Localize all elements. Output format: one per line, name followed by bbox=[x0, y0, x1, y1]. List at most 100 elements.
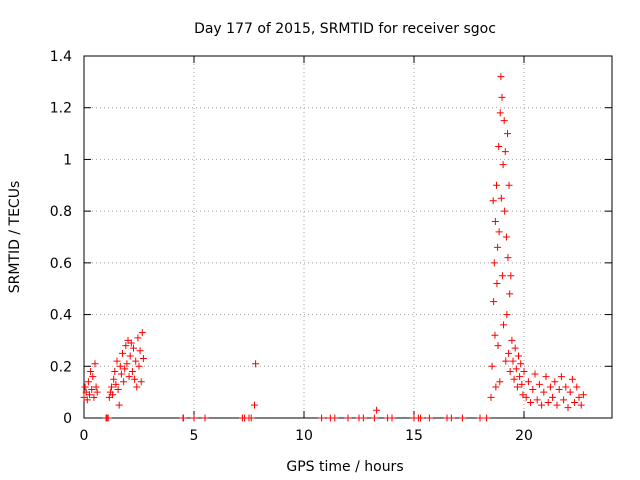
data-point bbox=[130, 344, 137, 352]
data-point bbox=[490, 298, 498, 306]
data-point bbox=[538, 401, 546, 409]
data-point bbox=[483, 414, 491, 422]
data-point bbox=[458, 414, 466, 422]
data-point bbox=[515, 352, 522, 360]
data-point bbox=[425, 414, 433, 422]
data-point bbox=[551, 378, 559, 386]
data-point bbox=[128, 367, 136, 375]
plot-frame bbox=[83, 55, 613, 419]
data-point bbox=[138, 329, 146, 337]
data-point bbox=[568, 375, 576, 383]
data-point bbox=[553, 401, 561, 409]
data-point bbox=[540, 388, 548, 396]
data-point bbox=[577, 401, 585, 409]
data-point bbox=[535, 380, 543, 388]
data-point bbox=[524, 378, 532, 386]
data-point bbox=[489, 197, 497, 205]
data-point bbox=[127, 339, 135, 347]
x-tick-label: 5 bbox=[190, 428, 199, 444]
data-point bbox=[447, 414, 455, 422]
data-point bbox=[331, 414, 339, 422]
data-point bbox=[501, 148, 509, 156]
data-point bbox=[496, 378, 504, 386]
data-point bbox=[500, 321, 508, 329]
data-point bbox=[498, 272, 506, 280]
y-tick-label: 0 bbox=[63, 411, 72, 427]
data-point bbox=[494, 243, 502, 251]
data-point bbox=[344, 414, 352, 422]
data-point bbox=[500, 117, 508, 125]
data-point bbox=[88, 386, 96, 394]
data-point bbox=[318, 414, 326, 422]
y-tick-label: 0.6 bbox=[50, 256, 72, 272]
data-point bbox=[562, 383, 570, 391]
data-point bbox=[518, 380, 526, 388]
y-tick-label: 0.8 bbox=[50, 204, 72, 220]
data-point bbox=[498, 93, 506, 101]
data-point bbox=[125, 373, 133, 381]
data-point bbox=[557, 373, 565, 381]
data-point bbox=[520, 367, 528, 375]
data-point bbox=[516, 373, 524, 381]
data-point bbox=[488, 362, 496, 370]
data-point bbox=[517, 360, 525, 368]
x-tick-label: 20 bbox=[515, 428, 533, 444]
data-point bbox=[497, 73, 505, 81]
data-point bbox=[502, 233, 510, 241]
data-point bbox=[511, 344, 519, 352]
data-point bbox=[503, 311, 511, 319]
data-point bbox=[90, 393, 98, 401]
data-point bbox=[575, 393, 583, 401]
data-point bbox=[91, 360, 99, 368]
data-point bbox=[546, 383, 554, 391]
data-point bbox=[549, 393, 557, 401]
y-tick-label: 1 bbox=[63, 152, 72, 168]
data-point bbox=[417, 414, 425, 422]
data-point bbox=[522, 393, 530, 401]
data-point bbox=[501, 207, 509, 215]
data-point bbox=[359, 414, 367, 422]
data-point bbox=[89, 373, 97, 381]
x-axis-label: GPS time / hours bbox=[286, 459, 403, 475]
data-point bbox=[132, 357, 140, 365]
data-point bbox=[493, 181, 500, 189]
data-point bbox=[201, 414, 209, 422]
data-point bbox=[512, 365, 520, 373]
data-point bbox=[571, 398, 579, 406]
data-point bbox=[111, 367, 119, 375]
y-tick-label: 1.2 bbox=[50, 101, 72, 117]
x-tick-label: 0 bbox=[80, 428, 89, 444]
data-point bbox=[579, 391, 587, 399]
data-point bbox=[110, 375, 118, 383]
data-point bbox=[87, 367, 95, 375]
axis-ticks bbox=[83, 55, 612, 419]
data-point bbox=[373, 406, 381, 414]
data-point bbox=[560, 396, 568, 404]
data-point bbox=[252, 360, 260, 368]
data-point bbox=[131, 375, 139, 383]
data-point bbox=[108, 383, 115, 391]
data-point bbox=[190, 414, 198, 422]
data-point bbox=[93, 388, 101, 396]
data-point bbox=[251, 401, 258, 409]
data-point bbox=[136, 347, 144, 355]
data-point bbox=[120, 378, 128, 386]
y-tick-labels: 0 0.2 0.4 0.6 0.8 1 1.2 1.4 bbox=[50, 49, 72, 427]
x-tick-labels: 0 5 10 15 20 bbox=[80, 428, 533, 444]
data-point bbox=[487, 393, 495, 401]
data-point bbox=[113, 357, 121, 365]
data-point bbox=[109, 391, 117, 399]
y-tick-label: 1.4 bbox=[50, 49, 72, 65]
data-point bbox=[104, 414, 112, 422]
data-point bbox=[508, 336, 516, 344]
data-point bbox=[81, 383, 89, 391]
data-point bbox=[504, 130, 511, 138]
data-point bbox=[116, 362, 124, 370]
data-point bbox=[497, 194, 505, 202]
data-point bbox=[491, 217, 499, 225]
data-point bbox=[247, 414, 255, 422]
data-point bbox=[564, 404, 572, 412]
x-tick-label: 15 bbox=[405, 428, 423, 444]
data-point bbox=[496, 109, 504, 117]
